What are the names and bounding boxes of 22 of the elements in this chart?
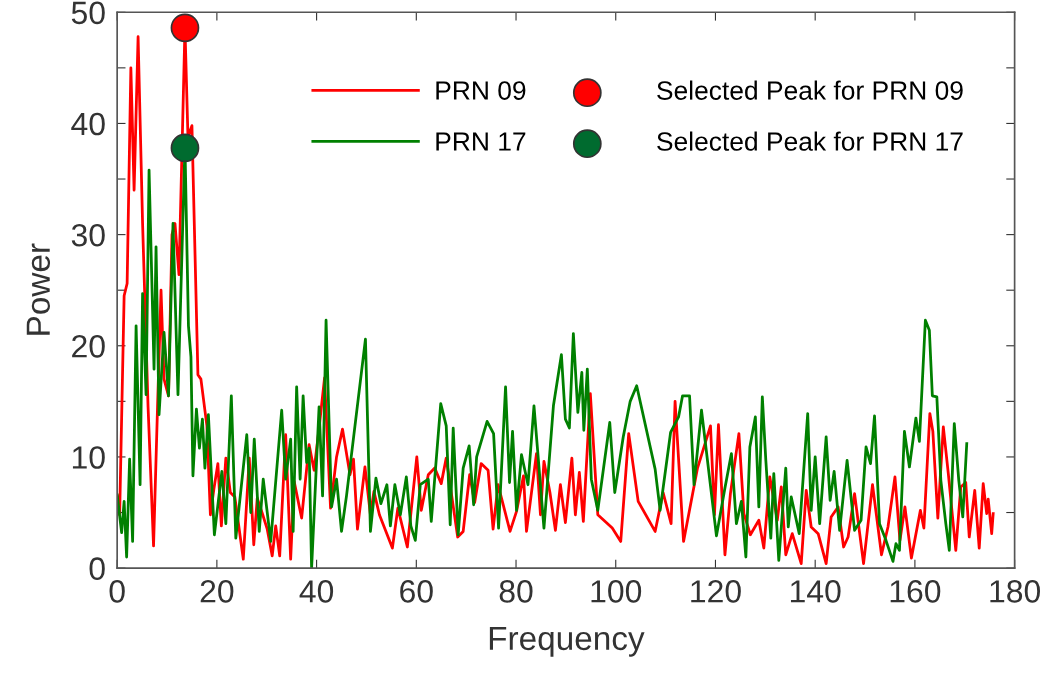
y-axis-title: Power bbox=[26, 243, 51, 335]
legend-label: PRN 09 bbox=[436, 81, 526, 100]
y-tick-label: 0 bbox=[89, 557, 105, 580]
y-tick-label: 50 bbox=[71, 1, 105, 25]
legend-label: PRN 17 bbox=[436, 132, 526, 151]
x-tick-label: 80 bbox=[499, 580, 533, 603]
x-tick-label: 20 bbox=[200, 580, 234, 603]
x-tick-label: 60 bbox=[400, 580, 433, 603]
x-tick-label: 0 bbox=[109, 580, 125, 603]
y-tick-label: 30 bbox=[71, 223, 105, 247]
x-tick-label: 120 bbox=[691, 580, 741, 603]
x-tick-label: 40 bbox=[299, 580, 334, 603]
legend-label: Selected Peak for PRN 09 bbox=[657, 80, 963, 100]
y-tick-label: 40 bbox=[71, 112, 105, 136]
x-tick-label: 100 bbox=[591, 580, 642, 603]
x-tick-label: 180 bbox=[990, 580, 1041, 603]
x-tick-label: 160 bbox=[890, 580, 941, 603]
x-tick-label: 140 bbox=[790, 580, 841, 603]
x-axis-title: Frequency bbox=[489, 626, 645, 657]
y-tick-label: 10 bbox=[72, 446, 105, 469]
y-tick-label: 20 bbox=[72, 335, 105, 358]
legend-label: Selected Peak for PRN 17 bbox=[657, 131, 963, 151]
